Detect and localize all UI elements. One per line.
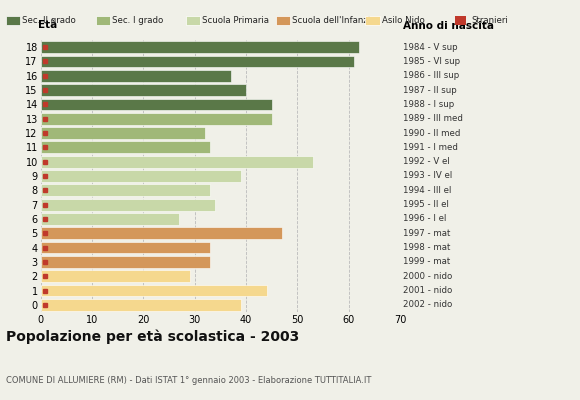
Bar — [41, 184, 210, 196]
Text: 1994 - III el: 1994 - III el — [403, 186, 451, 195]
Text: Popolazione per età scolastica - 2003: Popolazione per età scolastica - 2003 — [6, 330, 299, 344]
Text: Asilo Nido: Asilo Nido — [382, 16, 425, 25]
Text: Stranieri: Stranieri — [472, 16, 508, 25]
Bar — [41, 199, 215, 210]
Text: 1991 - I med: 1991 - I med — [403, 143, 458, 152]
Text: 1985 - VI sup: 1985 - VI sup — [403, 57, 460, 66]
Text: Scuola dell'Infanzia: Scuola dell'Infanzia — [292, 16, 375, 25]
Text: 2002 - nido: 2002 - nido — [403, 300, 452, 309]
Bar — [41, 113, 272, 125]
Bar — [41, 70, 231, 82]
Text: Sec. I grado: Sec. I grado — [112, 16, 163, 25]
Bar — [41, 256, 210, 268]
Bar — [41, 285, 267, 296]
Bar — [41, 227, 282, 239]
Text: 1986 - III sup: 1986 - III sup — [403, 71, 459, 80]
Bar — [41, 170, 241, 182]
Bar — [41, 98, 272, 110]
Text: 1998 - mat: 1998 - mat — [403, 243, 451, 252]
Text: COMUNE DI ALLUMIERE (RM) - Dati ISTAT 1° gennaio 2003 - Elaborazione TUTTITALIA.: COMUNE DI ALLUMIERE (RM) - Dati ISTAT 1°… — [6, 376, 371, 385]
Bar — [41, 156, 313, 168]
Bar — [41, 56, 354, 67]
Text: 2000 - nido: 2000 - nido — [403, 272, 452, 281]
Text: 1992 - V el: 1992 - V el — [403, 157, 450, 166]
Text: 1990 - II med: 1990 - II med — [403, 128, 461, 138]
Text: 1999 - mat: 1999 - mat — [403, 257, 450, 266]
Text: 1989 - III med: 1989 - III med — [403, 114, 463, 123]
Bar — [41, 84, 246, 96]
Bar — [41, 127, 205, 139]
Text: 1996 - I el: 1996 - I el — [403, 214, 447, 224]
Text: 1988 - I sup: 1988 - I sup — [403, 100, 454, 109]
Text: 1993 - IV el: 1993 - IV el — [403, 172, 452, 180]
Bar — [41, 142, 210, 153]
Text: Anno di nascita: Anno di nascita — [403, 22, 494, 32]
Text: 2001 - nido: 2001 - nido — [403, 286, 452, 295]
Bar — [41, 270, 190, 282]
Bar — [41, 242, 210, 254]
Bar — [41, 299, 241, 311]
Text: 1984 - V sup: 1984 - V sup — [403, 43, 458, 52]
Bar — [41, 41, 359, 53]
Text: Età: Età — [38, 20, 57, 30]
Text: Scuola Primaria: Scuola Primaria — [202, 16, 269, 25]
Text: Sec. II grado: Sec. II grado — [22, 16, 76, 25]
Text: 1997 - mat: 1997 - mat — [403, 229, 451, 238]
Text: 1987 - II sup: 1987 - II sup — [403, 86, 457, 95]
Text: 1995 - II el: 1995 - II el — [403, 200, 449, 209]
Bar — [41, 213, 179, 225]
